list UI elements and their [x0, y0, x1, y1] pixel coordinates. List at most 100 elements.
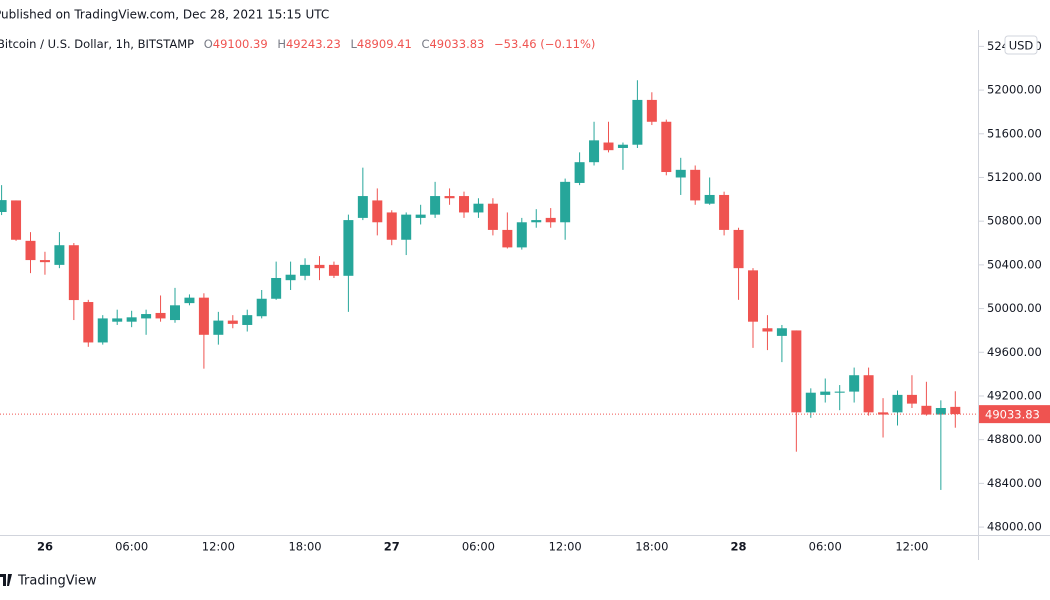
candle-body	[762, 328, 773, 332]
candle-body	[906, 394, 917, 404]
y-tick-label: 52000.00	[987, 83, 1042, 97]
candle-body	[545, 217, 556, 223]
candle-body	[285, 274, 296, 281]
candle-body	[11, 200, 22, 240]
candle-body	[617, 144, 628, 148]
candle-body	[950, 406, 961, 415]
candle-body	[415, 214, 426, 218]
candle-body	[661, 121, 672, 173]
candle-body	[444, 196, 455, 199]
last-price-tag	[979, 405, 1050, 424]
candle-body	[632, 99, 643, 145]
candle-body	[39, 260, 50, 263]
candle-body	[170, 305, 180, 321]
candle-body	[141, 314, 152, 319]
candle-body	[25, 240, 36, 261]
x-tick-label: 12:00	[202, 540, 235, 554]
candle-body	[805, 392, 816, 413]
candle-body	[820, 391, 831, 395]
candle-body	[502, 229, 513, 248]
close-value: 49033.83	[429, 37, 484, 51]
candle-body	[112, 318, 123, 322]
y-tick-label: 49200.00	[987, 388, 1042, 402]
candle-body	[487, 203, 498, 230]
candle-body	[386, 212, 397, 240]
low-value: 48909.41	[357, 37, 412, 51]
candle-body	[184, 297, 195, 304]
x-tick-label: 12:00	[895, 540, 928, 554]
candle-body	[878, 412, 889, 415]
close-label: C	[421, 37, 429, 51]
candle-body	[126, 317, 137, 322]
y-tick-label: 49600.00	[987, 345, 1042, 359]
candle-body	[719, 194, 730, 230]
x-tick-label: 18:00	[288, 540, 321, 554]
candle-body	[646, 99, 657, 122]
candle-body	[834, 391, 845, 393]
x-tick-label: 28	[731, 540, 747, 554]
x-tick-label: 06:00	[462, 540, 495, 554]
low-label: L	[351, 37, 358, 51]
candle-body	[401, 214, 412, 240]
footer-brand: TradingView	[17, 574, 97, 589]
legend: Bitcoin / U.S. Dollar, 1h, BITSTAMP O491…	[0, 37, 595, 51]
candle-body	[256, 298, 267, 317]
candle-body	[68, 245, 79, 301]
candle-body	[748, 270, 758, 322]
candle-body	[54, 245, 65, 265]
candle-body	[343, 220, 354, 276]
candle-body	[242, 315, 253, 325]
candle-body	[227, 320, 238, 324]
candle-body	[300, 264, 311, 276]
y-tick-label: 48400.00	[987, 476, 1042, 490]
candle-body	[328, 264, 339, 276]
candle-body	[213, 320, 224, 335]
high-label: H	[277, 37, 286, 51]
x-tick-label: 06:00	[809, 540, 842, 554]
x-tick-label: 27	[384, 540, 400, 554]
x-tick-label: 26	[37, 540, 53, 554]
y-tick-label: 51600.00	[987, 126, 1042, 140]
x-tick-label: 18:00	[635, 540, 668, 554]
plot	[0, 80, 961, 490]
y-tick-label: 50000.00	[987, 301, 1042, 315]
candle-body	[97, 318, 108, 343]
candle-body	[791, 330, 802, 413]
last-price-label: 49033.83	[985, 408, 1040, 422]
candle-body	[516, 222, 527, 248]
x-tick-label: 06:00	[115, 540, 148, 554]
candle-body	[198, 297, 209, 335]
candle-body	[849, 375, 860, 392]
y-tick-label: 50400.00	[987, 257, 1042, 271]
candle-body	[155, 312, 166, 319]
candle-body	[892, 394, 903, 413]
symbol: Bitcoin / U.S. Dollar, 1h, BITSTAMP	[0, 37, 194, 51]
candle-body	[704, 194, 715, 204]
y-tick-label: 48000.00	[987, 520, 1042, 534]
candle-body	[574, 162, 585, 183]
candle-body	[0, 200, 7, 213]
candle-body	[314, 264, 325, 269]
candle-body	[733, 229, 744, 269]
candle-body	[473, 203, 484, 213]
candle-body	[372, 200, 383, 223]
currency-box	[1004, 35, 1038, 55]
published-note: Published on TradingView.com, Dec 28, 20…	[0, 8, 329, 22]
high-value: 49243.23	[286, 37, 341, 51]
y-tick-label: 50800.00	[987, 214, 1042, 228]
change: −53.46 (−0.11%)	[494, 37, 595, 51]
candle-body	[935, 407, 946, 415]
currency-label: USD	[1009, 39, 1034, 53]
logo-icon	[0, 574, 12, 586]
candle-body	[430, 196, 441, 215]
candle-body	[531, 220, 542, 223]
x-tick-label: 12:00	[549, 540, 582, 554]
candle-body	[560, 181, 571, 223]
candle-body	[776, 328, 787, 336]
candle-body	[863, 375, 874, 413]
candle-body	[675, 169, 686, 178]
candle-body	[603, 142, 614, 151]
open-label: O	[204, 37, 213, 51]
candle-body	[459, 196, 469, 213]
